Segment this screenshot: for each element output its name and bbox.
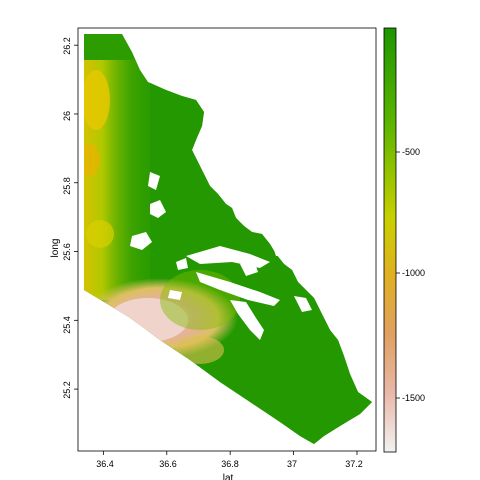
x-axis-title: lat <box>223 473 234 480</box>
colorbar-tick-label: -1500 <box>402 393 425 403</box>
y-tick-label: 25.4 <box>62 316 72 334</box>
y-tick-label: 25.6 <box>62 243 72 261</box>
y-tick-label: 25.8 <box>62 177 72 195</box>
y-tick-label: 25.2 <box>62 381 72 399</box>
x-tick-label: 37 <box>287 459 297 469</box>
island-patches <box>130 172 312 340</box>
x-tick-label: 36.8 <box>221 459 239 469</box>
x-axis-ticks <box>102 451 358 455</box>
plot-frame <box>77 27 377 452</box>
colorbar-tick-label: -1000 <box>402 268 425 278</box>
y-axis-title: long <box>50 239 61 258</box>
y-tick-label: 26 <box>62 111 72 121</box>
colorbar <box>383 27 397 453</box>
x-tick-label: 36.4 <box>96 459 114 469</box>
colorbar-tick-label: -500 <box>402 147 420 157</box>
y-axis-ticks <box>74 44 78 390</box>
x-tick-label: 37.2 <box>345 459 363 469</box>
x-tick-label: 36.6 <box>159 459 177 469</box>
bathymetry-raster <box>84 34 372 444</box>
y-tick-label: 26.2 <box>62 37 72 55</box>
